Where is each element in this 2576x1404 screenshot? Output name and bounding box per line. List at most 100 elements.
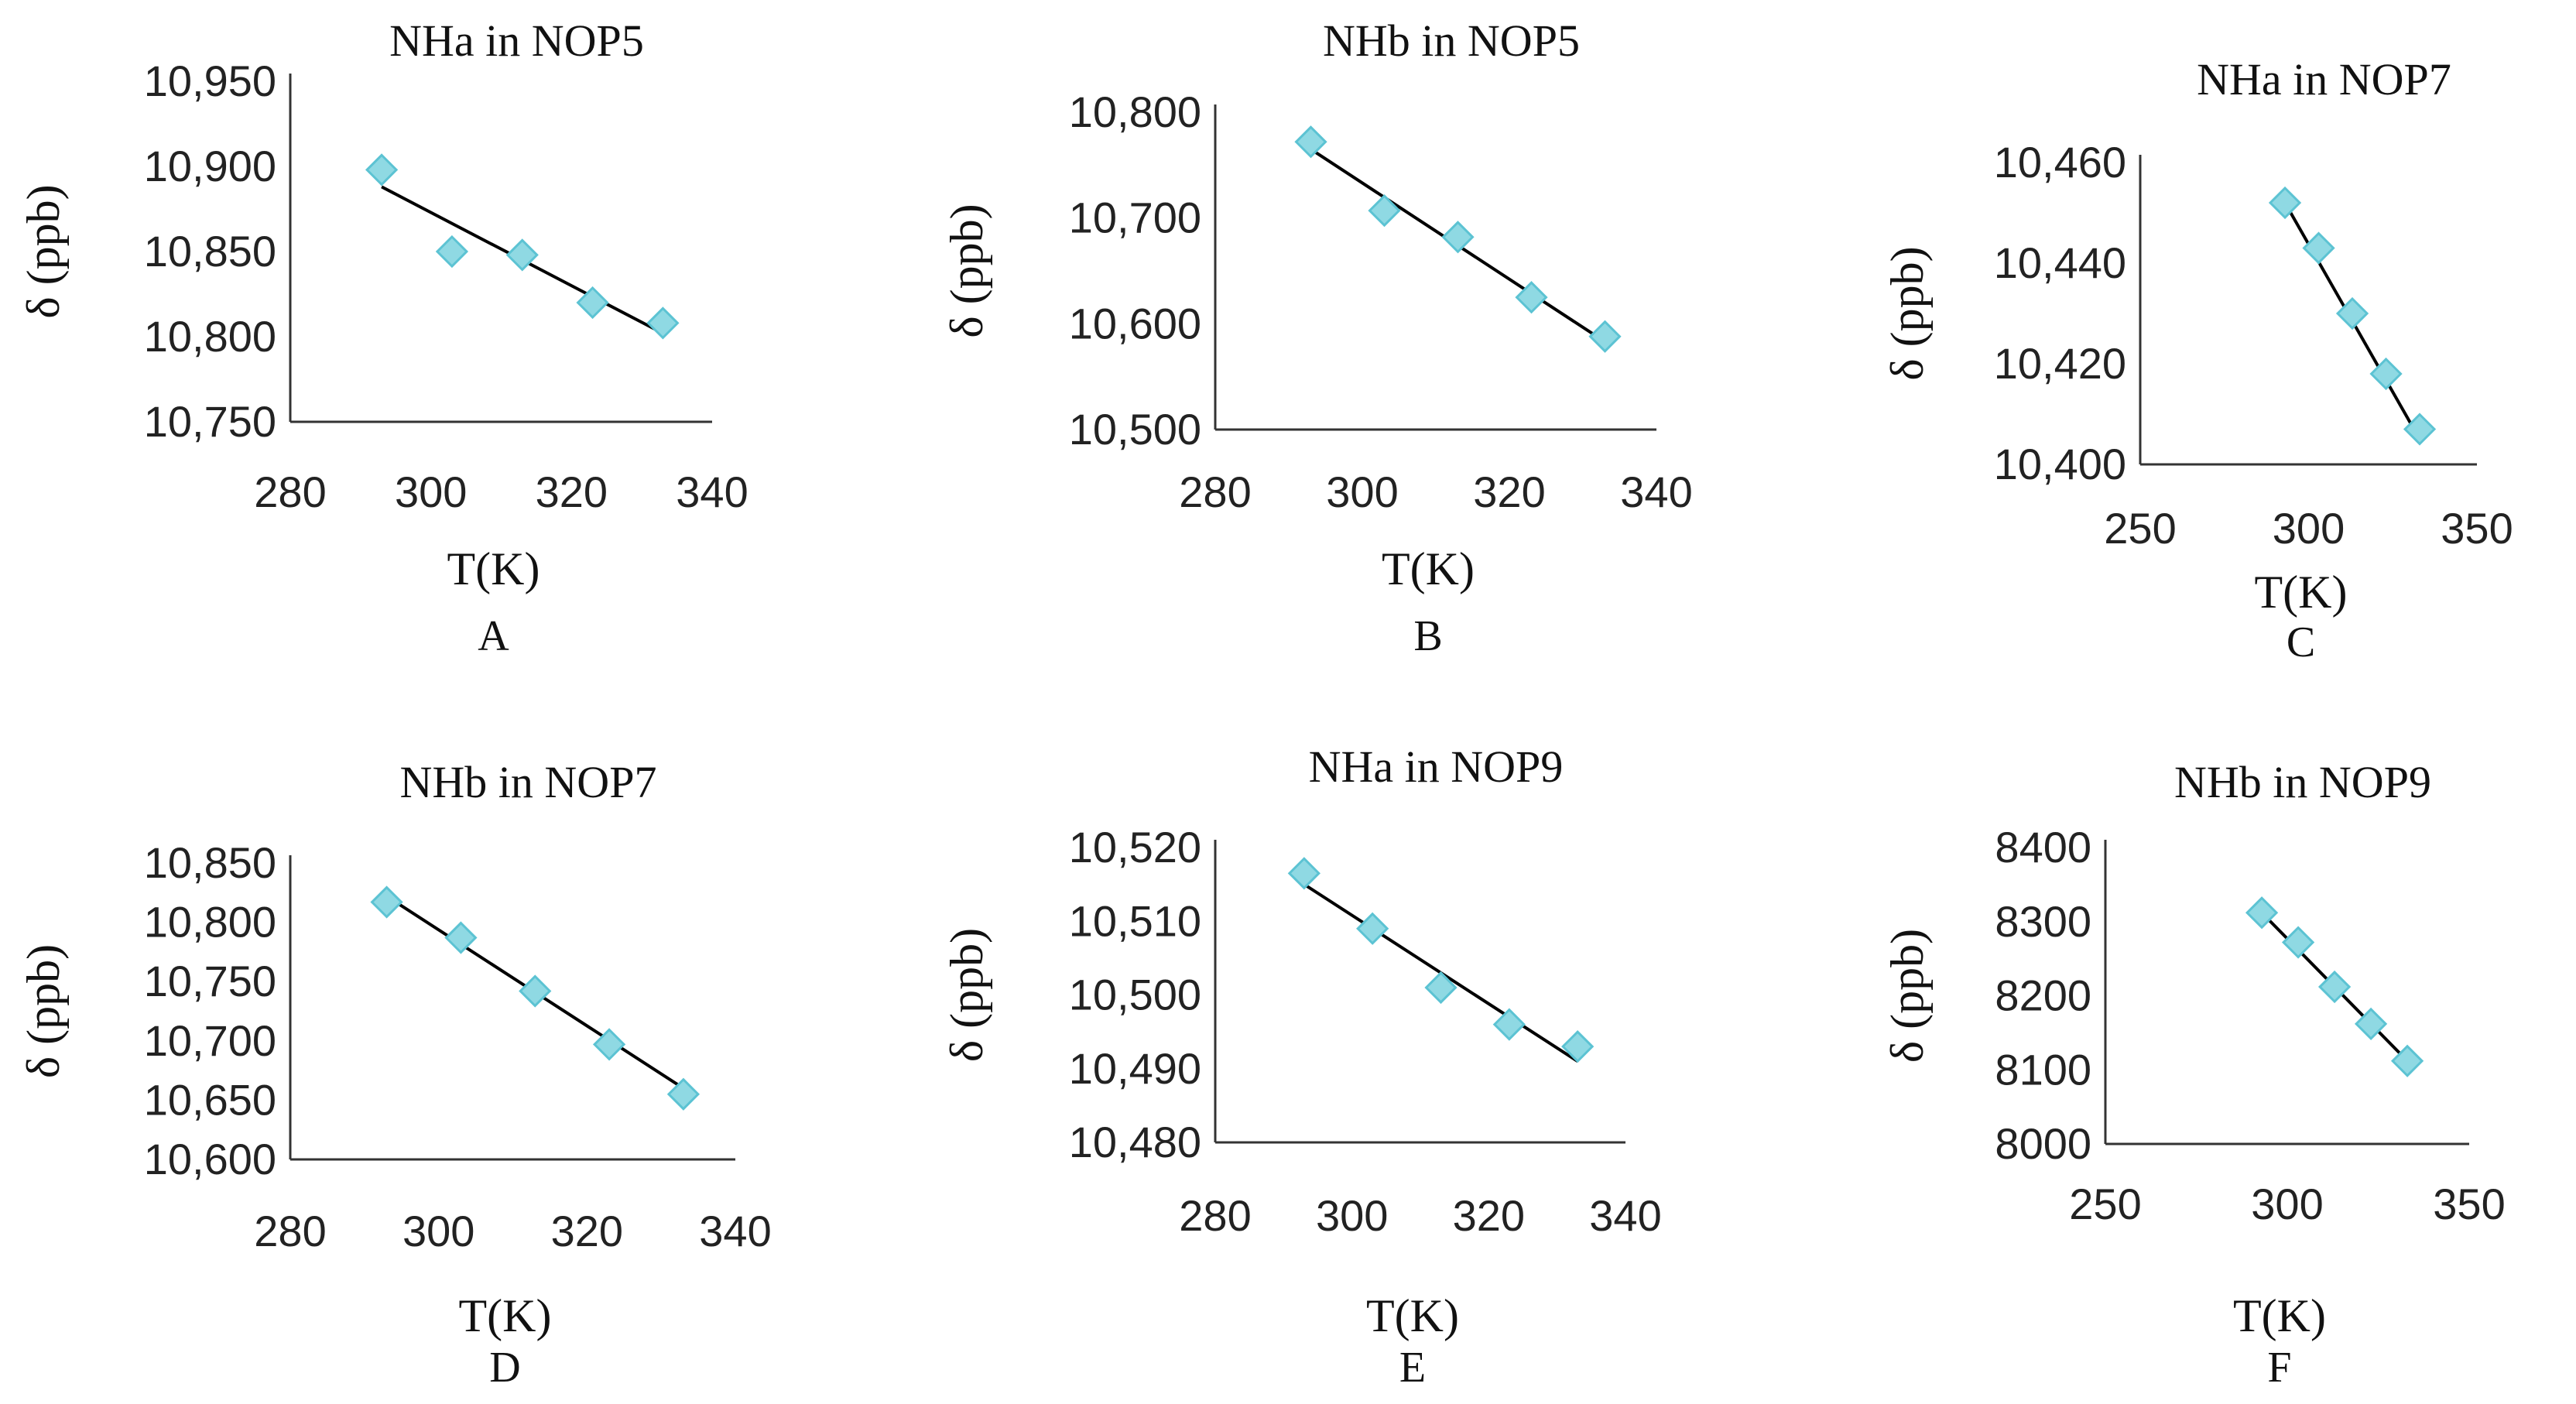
data-point — [576, 286, 609, 320]
y-tick-label: 10,460 — [1994, 138, 2126, 187]
y-tick-label: 10,500 — [1069, 405, 1201, 454]
y-axis-label: δ (ppb) — [18, 184, 69, 318]
data-point — [2245, 896, 2279, 930]
y-tick-label: 10,510 — [1069, 896, 1201, 945]
data-point — [505, 238, 539, 272]
x-tick-label: 300 — [2273, 504, 2345, 553]
x-tick-label: 340 — [1589, 1191, 1661, 1240]
chart-panel-d: NHb in NOP7 10,600 10,650 10,700 10,750 10,80… — [18, 757, 772, 1392]
x-tick-label: 320 — [1473, 467, 1545, 516]
y-tick-label: 10,480 — [1069, 1118, 1201, 1166]
data-point — [2268, 186, 2302, 220]
x-tick-label: 300 — [1316, 1191, 1388, 1240]
chart-panel-b: NHb in NOP5 10,500 10,600 10,700 10,800 280 30… — [941, 15, 1693, 660]
y-tick-label: 10,650 — [144, 1075, 276, 1124]
y-tick-label: 8400 — [1995, 823, 2091, 872]
panel-letter: D — [489, 1344, 520, 1392]
data-point — [646, 306, 680, 340]
y-axis-label: δ (ppb) — [1882, 929, 1933, 1063]
data-point — [1441, 221, 1475, 254]
panel-letter: B — [1413, 612, 1442, 660]
data-point — [2403, 413, 2437, 446]
chart-title: NHb in NOP5 — [1323, 15, 1580, 66]
x-tick-label: 280 — [254, 1207, 326, 1255]
panel-letter: F — [2267, 1344, 2291, 1392]
chart-title: NHb in NOP9 — [2174, 757, 2431, 807]
y-tick-label: 8000 — [1995, 1119, 2091, 1168]
data-point — [592, 1028, 626, 1061]
data-point — [1515, 281, 1548, 314]
panel-letter: C — [2287, 618, 2315, 666]
x-tick-label: 250 — [2104, 504, 2176, 553]
y-tick-label: 10,850 — [144, 838, 276, 887]
y-tick-label: 10,400 — [1994, 440, 2126, 488]
y-tick-label: 10,800 — [144, 898, 276, 947]
y-tick-label: 10,490 — [1069, 1044, 1201, 1093]
y-tick-label: 10,950 — [144, 57, 276, 105]
y-tick-label: 10,800 — [1069, 87, 1201, 136]
data-point — [2317, 970, 2352, 1004]
y-tick-label: 10,850 — [144, 227, 276, 276]
x-tick-label: 280 — [1179, 1191, 1251, 1240]
x-tick-label: 300 — [1326, 467, 1398, 516]
y-axis-label: δ (ppb) — [941, 928, 992, 1062]
x-axis-label: T(K) — [2233, 1290, 2326, 1341]
y-tick-label: 10,440 — [1994, 238, 2126, 287]
y-tick-label: 8100 — [1995, 1045, 2091, 1094]
x-tick-label: 250 — [2069, 1180, 2141, 1228]
data-point — [666, 1077, 701, 1111]
chart-panel-c: NHa in NOP7 10,400 10,420 10,440 10,460 250 30… — [1882, 54, 2513, 666]
x-tick-label: 280 — [254, 467, 326, 516]
chart-title: NHa in NOP9 — [1309, 741, 1564, 792]
x-tick-label: 300 — [395, 467, 467, 516]
x-tick-label: 280 — [1179, 467, 1251, 516]
x-axis-label: T(K) — [1366, 1290, 1459, 1341]
data-point — [365, 153, 399, 187]
y-tick-label: 10,600 — [1069, 299, 1201, 348]
data-point — [2281, 926, 2315, 959]
y-axis-label: δ (ppb) — [1882, 246, 1933, 380]
data-point — [2390, 1044, 2424, 1077]
y-tick-label: 10,750 — [144, 957, 276, 1005]
data-point — [2369, 357, 2403, 391]
y-tick-label: 10,800 — [144, 312, 276, 361]
x-axis-label: T(K) — [459, 1290, 552, 1341]
data-point — [444, 921, 478, 954]
x-tick-label: 320 — [551, 1207, 623, 1255]
data-point — [370, 885, 403, 919]
x-tick-label: 340 — [699, 1207, 771, 1255]
x-tick-label: 300 — [402, 1207, 474, 1255]
y-tick-label: 10,750 — [144, 397, 276, 446]
data-point — [1492, 1008, 1526, 1041]
chart-title: NHa in NOP5 — [389, 15, 644, 66]
y-axis-label: δ (ppb) — [18, 944, 69, 1078]
data-point — [519, 974, 552, 1008]
y-tick-label: 10,900 — [144, 142, 276, 190]
data-point — [2302, 231, 2335, 265]
data-point — [1356, 912, 1389, 945]
data-point — [1424, 971, 1458, 1005]
y-tick-label: 10,500 — [1069, 971, 1201, 1019]
x-axis-label: T(K) — [2255, 567, 2348, 618]
chart-title: NHa in NOP7 — [2197, 54, 2451, 104]
panel-letter: E — [1399, 1344, 1426, 1392]
y-tick-label: 8300 — [1995, 897, 2091, 946]
y-tick-label: 10,700 — [144, 1016, 276, 1065]
data-point — [2335, 296, 2369, 330]
panel-letter: A — [478, 612, 509, 660]
chart-panel-e: NHa in NOP9 10,480 10,490 10,500 10,510 10,52… — [941, 741, 1662, 1392]
data-point — [1294, 125, 1327, 159]
x-tick-label: 320 — [536, 467, 608, 516]
x-tick-label: 350 — [2433, 1180, 2505, 1228]
x-axis-label: T(K) — [447, 543, 540, 594]
data-point — [1588, 320, 1622, 353]
data-point — [2354, 1007, 2388, 1041]
y-axis-label: δ (ppb) — [941, 204, 992, 337]
data-point — [1368, 193, 1401, 228]
chart-title: NHb in NOP7 — [400, 757, 657, 807]
x-tick-label: 350 — [2441, 504, 2513, 553]
chart-panel-a: NHa in NOP5 10,750 10,800 10,850 10,900 10,95… — [18, 15, 748, 660]
y-tick-label: 8200 — [1995, 971, 2091, 1020]
